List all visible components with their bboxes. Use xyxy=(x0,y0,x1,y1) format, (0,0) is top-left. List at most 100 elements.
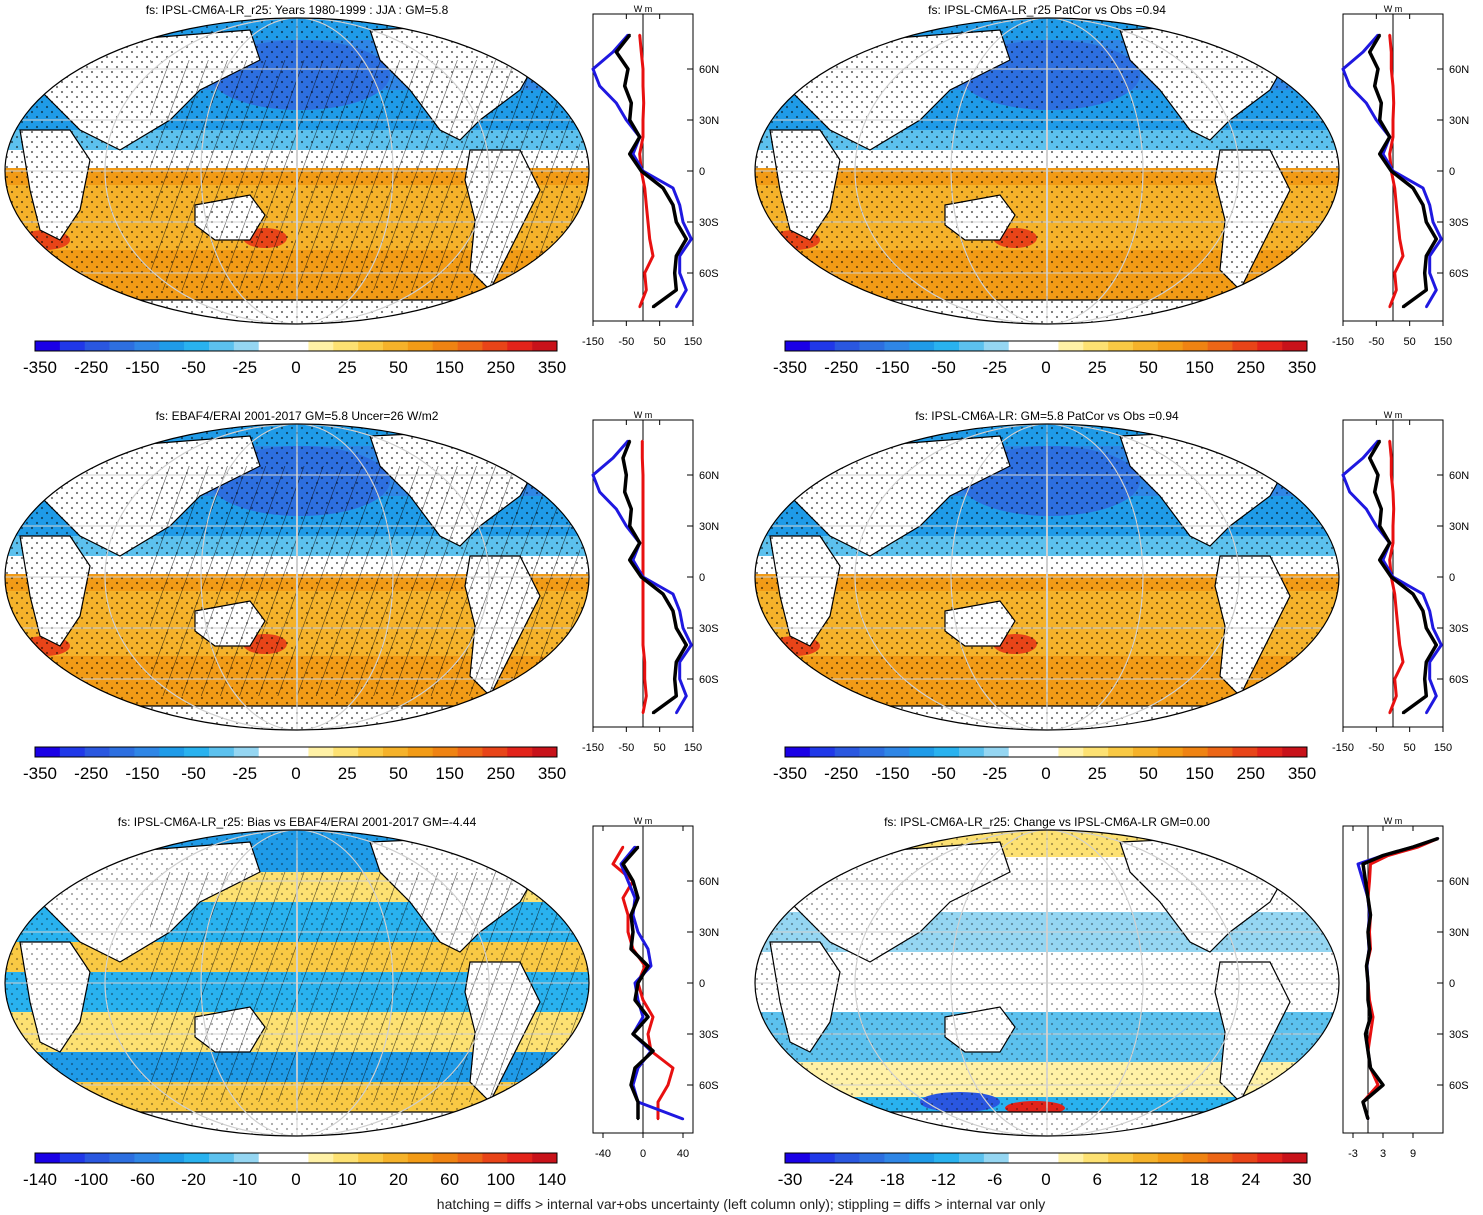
series-blue-point xyxy=(1381,558,1385,562)
colorbar-label: -250 xyxy=(824,764,858,783)
series-red-point xyxy=(645,203,648,207)
series-black-point xyxy=(1425,694,1428,698)
zonal-frame xyxy=(1342,825,1444,1134)
unit-label: W m xyxy=(634,410,653,420)
y-tick-label: 60S xyxy=(699,674,719,686)
series-black-point xyxy=(1425,288,1428,292)
series-black-point xyxy=(685,643,688,647)
series-red-point xyxy=(646,1032,650,1036)
colorbar-swatch xyxy=(308,747,334,757)
series-red-point xyxy=(638,33,641,37)
series-black-point xyxy=(651,1049,655,1053)
series-black-point xyxy=(1378,558,1381,562)
colorbar-label: 250 xyxy=(1237,358,1265,377)
series-black-point xyxy=(1376,473,1380,477)
colorbar-swatch xyxy=(407,341,434,351)
colorbar-label: -50 xyxy=(181,764,206,783)
colorbar-swatch xyxy=(507,341,533,351)
colorbar-swatch xyxy=(258,1153,284,1163)
colorbar-swatch xyxy=(859,1153,885,1163)
series-black-point xyxy=(1373,84,1376,88)
series-blue-point xyxy=(1348,490,1351,494)
series-red-point xyxy=(1391,84,1395,88)
series-black-point xyxy=(1411,186,1415,190)
series-blue-point xyxy=(1428,203,1431,207)
y-tick-label: 30N xyxy=(699,115,719,127)
hatching xyxy=(150,60,580,290)
colorbar-label: 350 xyxy=(538,358,566,377)
series-red-point xyxy=(656,1117,660,1121)
colorbar-swatch xyxy=(1207,1153,1233,1163)
colorbar-swatch xyxy=(233,341,260,351)
x-tick-label: -150 xyxy=(1332,336,1354,348)
series-black-point xyxy=(629,913,633,917)
colorbar-swatch xyxy=(407,1153,434,1163)
series-black-point xyxy=(631,879,635,883)
colorbar-label: 25 xyxy=(338,358,357,377)
unit-label: W m xyxy=(1384,816,1403,826)
series-black-point xyxy=(1364,879,1367,883)
series-blue-point xyxy=(1425,711,1428,715)
series-blue-point xyxy=(631,558,635,562)
colorbar-label: -30 xyxy=(778,1170,803,1189)
colorbar-swatch xyxy=(35,1153,61,1163)
stippling xyxy=(755,18,1339,324)
colorbar-swatch xyxy=(1133,341,1159,351)
series-blue-point xyxy=(625,118,628,122)
colorbar-swatch xyxy=(1083,341,1109,351)
map xyxy=(755,424,1339,730)
colorbar-label: 50 xyxy=(1139,764,1158,783)
panel-title: fs: IPSL-CM6A-LR: GM=5.8 PatCor vs Obs =… xyxy=(915,409,1179,423)
series-blue-point xyxy=(591,473,595,477)
series-red-point xyxy=(641,473,645,477)
series-blue-point xyxy=(681,626,685,630)
colorbar-label: -6 xyxy=(987,1170,1002,1189)
series-blue-point xyxy=(1428,271,1431,275)
colorbar-label: 0 xyxy=(291,1170,300,1189)
y-tick-label: 30S xyxy=(1449,217,1469,229)
colorbar-frame xyxy=(34,746,558,758)
series-blue-point xyxy=(1421,592,1425,596)
colorbar-label: -20 xyxy=(181,1170,206,1189)
series-red-point xyxy=(1392,507,1395,511)
series-blue-point xyxy=(1425,305,1428,309)
colorbar-label: 24 xyxy=(1241,1170,1260,1189)
series-black-point xyxy=(1369,913,1372,917)
y-tick-label: 0 xyxy=(1449,978,1455,990)
colorbar: -350 -250 -150 -50 -25 0 25 50 150 250 350 xyxy=(773,340,1316,377)
series-red-point xyxy=(638,305,641,309)
colorbar-swatch xyxy=(809,747,836,757)
series-blue-point xyxy=(681,1117,685,1121)
series-red-point xyxy=(656,1100,660,1104)
y-tick-label: 0 xyxy=(699,166,705,178)
series-red-point xyxy=(641,135,645,139)
series-blue-point xyxy=(1356,862,1360,866)
colorbar-swatch xyxy=(834,1153,860,1163)
series-red-point xyxy=(626,913,630,917)
colorbar-label: 150 xyxy=(1185,764,1213,783)
series-blue-point xyxy=(681,220,685,224)
series-black-point xyxy=(651,305,655,309)
colorbar-frame xyxy=(34,340,558,352)
series-blue-point xyxy=(1361,456,1365,460)
y-tick-label: 30S xyxy=(1449,1029,1469,1041)
colorbar-swatch xyxy=(358,1153,384,1163)
series-red-point xyxy=(641,439,644,443)
graticule-lon xyxy=(104,830,490,1136)
series-black-point xyxy=(1381,1083,1385,1087)
series-black-point xyxy=(1376,67,1380,71)
series-black-point xyxy=(1361,862,1365,866)
colorbar-swatch xyxy=(983,1153,1010,1163)
colorbar-swatch xyxy=(457,747,483,757)
series-black-point xyxy=(636,896,640,900)
series-blue-point xyxy=(678,609,681,613)
y-tick-label: 30S xyxy=(1449,623,1469,635)
colorbar-swatch xyxy=(1157,341,1184,351)
y-tick-label: 60N xyxy=(699,876,719,888)
colorbar-swatch xyxy=(884,747,910,757)
series-black-point xyxy=(1435,237,1438,241)
colorbar-swatch xyxy=(1033,747,1059,757)
colorbar-swatch xyxy=(1033,1153,1059,1163)
colorbar-label: -12 xyxy=(931,1170,956,1189)
